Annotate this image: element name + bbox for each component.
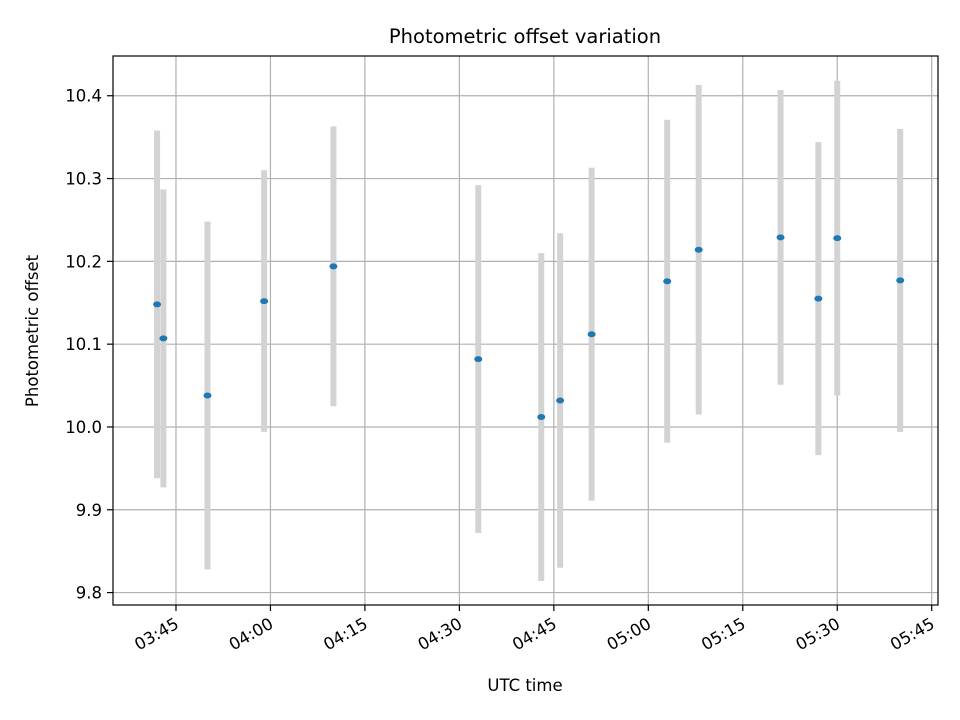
- data-point: [260, 298, 269, 305]
- y-tick-label: 10.4: [65, 87, 102, 106]
- data-point: [153, 301, 162, 308]
- y-axis-title: Photometric offset: [23, 254, 42, 407]
- data-point: [776, 234, 785, 241]
- y-tick-label: 10.2: [65, 252, 102, 271]
- data-point: [587, 331, 596, 338]
- x-axis-title: UTC time: [487, 676, 562, 695]
- y-tick-label: 9.9: [76, 501, 102, 520]
- data-point: [537, 414, 546, 421]
- data-points: [153, 234, 905, 421]
- y-tick-label: 10.0: [65, 418, 102, 437]
- data-point: [329, 263, 338, 270]
- data-point: [896, 277, 905, 284]
- data-point: [556, 397, 565, 404]
- data-point: [833, 235, 842, 242]
- y-tick-label: 9.8: [76, 584, 102, 603]
- data-point: [814, 295, 823, 302]
- data-point: [474, 356, 483, 363]
- axes-frame: [112, 55, 939, 606]
- data-point: [203, 392, 212, 399]
- y-axis-ticks: 9.8 9.9 10.0 10.1 10.2 10.3 10.4: [65, 87, 113, 603]
- data-point: [663, 278, 672, 285]
- y-tick-label: 10.3: [65, 170, 102, 189]
- y-tick-label: 10.1: [65, 335, 102, 354]
- chart-title: Photometric offset variation: [389, 25, 661, 48]
- data-point: [159, 335, 168, 342]
- data-point: [694, 246, 703, 253]
